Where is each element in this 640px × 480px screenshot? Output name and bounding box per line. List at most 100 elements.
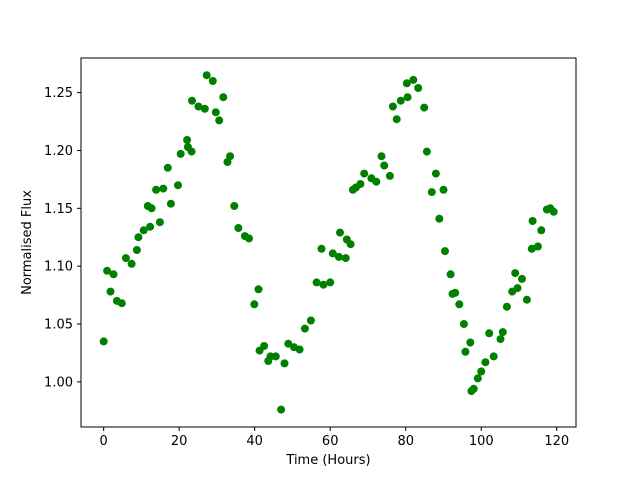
data-point	[250, 300, 259, 309]
data-point	[481, 358, 490, 367]
y-tick-label: 1.15	[44, 202, 73, 217]
data-point	[215, 116, 224, 125]
data-point	[103, 266, 112, 275]
data-point	[522, 295, 531, 304]
data-point	[549, 207, 558, 216]
data-point	[159, 184, 168, 193]
data-point	[403, 93, 412, 102]
data-point	[326, 278, 335, 287]
data-point	[147, 204, 156, 213]
data-point	[341, 254, 350, 263]
data-point	[134, 233, 143, 242]
data-point	[513, 284, 522, 293]
data-point	[319, 280, 328, 289]
data-point	[377, 152, 386, 161]
data-point	[446, 270, 455, 279]
x-tick-label: 40	[246, 434, 263, 449]
data-point	[155, 218, 164, 227]
data-point	[211, 108, 220, 117]
data-point	[132, 246, 141, 254]
data-point	[306, 316, 315, 325]
data-point	[183, 136, 192, 144]
data-point	[422, 147, 431, 156]
plot-border	[80, 57, 577, 428]
data-point	[174, 181, 182, 190]
data-point	[380, 161, 389, 170]
x-axis-label: Time (Hours)	[285, 453, 370, 468]
data-point	[219, 93, 228, 102]
data-point	[187, 147, 196, 156]
data-point	[477, 367, 486, 376]
data-point	[498, 328, 507, 337]
data-point	[485, 329, 494, 338]
data-point	[414, 84, 423, 92]
data-point	[127, 259, 136, 268]
data-point	[295, 345, 304, 354]
data-point	[194, 102, 203, 111]
data-point	[466, 338, 475, 347]
data-point	[533, 242, 542, 251]
y-tick-label: 1.05	[44, 318, 73, 333]
x-tick-label: 0	[100, 434, 108, 449]
y-tick-label: 1.20	[44, 144, 73, 159]
data-point	[528, 217, 537, 225]
data-point	[435, 214, 444, 223]
data-point	[208, 77, 217, 85]
data-point	[226, 152, 235, 161]
data-point	[441, 247, 449, 256]
data-point	[502, 302, 511, 311]
data-point	[511, 269, 520, 278]
data-point	[230, 202, 239, 210]
x-tick-label: 20	[171, 434, 188, 449]
data-point	[461, 347, 470, 356]
data-point	[402, 79, 411, 88]
data-point	[280, 359, 289, 368]
x-tick-label: 60	[322, 434, 339, 449]
data-point	[300, 324, 309, 333]
data-point	[139, 226, 148, 235]
data-point	[396, 96, 405, 105]
data-point	[409, 75, 418, 84]
data-point	[152, 185, 161, 194]
data-point	[372, 177, 381, 186]
data-point	[271, 352, 280, 361]
data-point	[317, 244, 326, 253]
data-point	[109, 270, 118, 279]
x-tick-label: 100	[469, 434, 494, 449]
data-points	[99, 71, 558, 414]
data-point	[163, 163, 172, 172]
data-point	[166, 199, 175, 208]
data-point	[121, 254, 130, 263]
data-point	[360, 169, 369, 178]
data-point	[277, 405, 286, 414]
data-point	[451, 288, 460, 297]
data-point	[200, 104, 209, 113]
data-point	[346, 240, 355, 249]
data-point	[392, 115, 401, 124]
data-point	[334, 252, 343, 261]
y-tick-label: 1.10	[44, 260, 73, 275]
data-point	[527, 244, 536, 253]
data-point	[388, 102, 397, 111]
y-tick-label: 1.25	[44, 86, 73, 101]
data-point	[455, 300, 464, 309]
data-point	[176, 149, 185, 158]
data-point	[328, 249, 337, 258]
data-point	[188, 96, 196, 105]
data-point	[469, 384, 478, 393]
data-point	[459, 320, 468, 328]
data-point	[537, 226, 546, 235]
data-point	[336, 228, 344, 237]
data-point	[260, 342, 269, 350]
data-point	[439, 185, 448, 194]
data-point	[146, 222, 155, 231]
x-tick-label: 120	[544, 434, 569, 449]
x-tick-label: 80	[397, 434, 414, 449]
data-point	[312, 278, 321, 287]
data-point	[254, 285, 263, 294]
data-point	[234, 224, 243, 232]
data-point	[518, 274, 526, 283]
data-point	[431, 169, 440, 178]
